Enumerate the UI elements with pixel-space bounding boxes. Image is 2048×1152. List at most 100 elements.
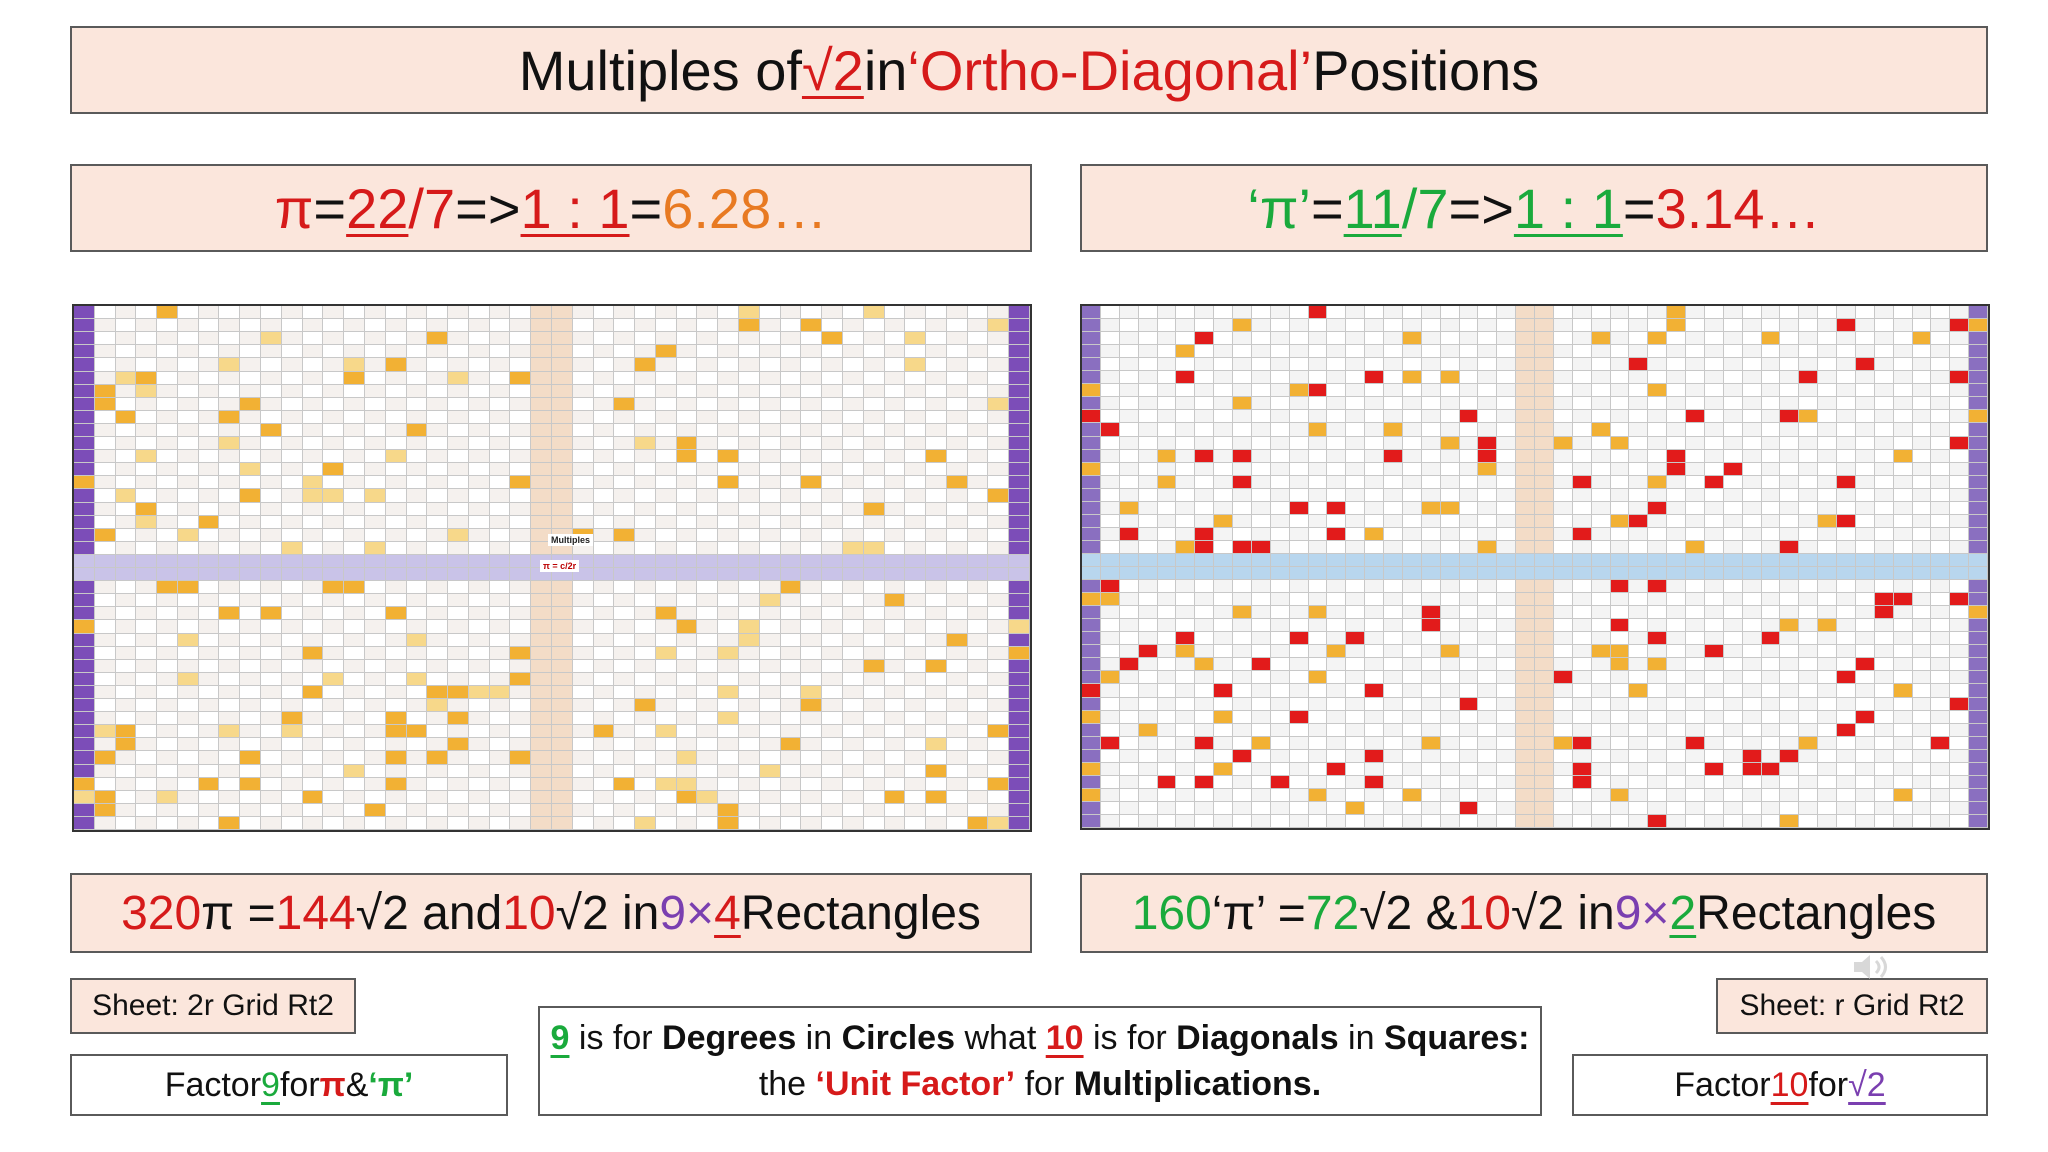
grid-cell: [593, 358, 615, 372]
grid-cell: [1478, 514, 1498, 528]
grid-cell: [364, 764, 386, 778]
grid-cell: [219, 672, 241, 686]
grid-cell: [302, 738, 324, 752]
grid-cell: [676, 607, 698, 621]
grid-cell: [842, 502, 864, 516]
grid-cell: [1969, 567, 1988, 581]
grid-cell: [1535, 593, 1554, 607]
grid-cell: [780, 738, 802, 752]
grid-cell: [1742, 684, 1762, 698]
grid-cell: [219, 463, 241, 477]
grid-cell: [822, 712, 843, 726]
grid-cell: [1704, 475, 1724, 489]
grid-cell: [1591, 567, 1611, 581]
grid-cell: [842, 594, 864, 608]
grid-cell: [1950, 710, 1970, 724]
grid-cell: [1384, 501, 1403, 515]
grid-cell: [655, 384, 677, 398]
grid-cell: [1289, 684, 1309, 698]
grid-cell: [1667, 475, 1686, 489]
grid-cell: [1440, 371, 1460, 385]
grid-cell: [261, 345, 282, 359]
grid-cell: [281, 816, 303, 830]
grid-cell: [1553, 580, 1573, 594]
grid-cell: [967, 476, 989, 490]
grid-cell: [1082, 814, 1101, 828]
grid-cell: [926, 738, 947, 752]
grid-cell: [1648, 319, 1668, 333]
grid-cell: [1874, 619, 1894, 633]
grid-cell: [842, 646, 864, 660]
grid-cell: [240, 319, 262, 333]
grid-cell: [94, 332, 116, 346]
grid-cell: [1440, 358, 1460, 372]
grid-cell: [676, 463, 698, 477]
grid-cell: [281, 463, 303, 477]
grid-cell: [1667, 423, 1686, 437]
grid-cell: [281, 515, 303, 529]
grid-cell: [884, 371, 906, 385]
grid-cell: [1931, 345, 1951, 359]
grid-cell: [448, 751, 469, 765]
grid-cell: [1516, 475, 1535, 489]
grid-cell: [1327, 658, 1347, 672]
grid-cell: [655, 554, 677, 568]
grid-cell: [531, 659, 552, 673]
grid-cell: [1233, 514, 1252, 528]
grid-cell: [905, 371, 927, 385]
grid-cell: [926, 332, 947, 346]
grid-cell: [635, 437, 656, 451]
grid-cell: [1346, 736, 1366, 750]
grid-cell: [1931, 632, 1951, 646]
grid-cell: [1082, 540, 1101, 554]
grid-cell: [302, 554, 324, 568]
grid-cell: [531, 371, 552, 385]
grid-cell: [1704, 684, 1724, 698]
grid-cell: [1572, 801, 1592, 815]
grid-cell: [1799, 475, 1819, 489]
grid-cell: [1478, 358, 1498, 372]
grid-cell: [1855, 619, 1875, 633]
grid-cell: [1327, 684, 1347, 698]
grid-cell: [967, 699, 989, 713]
grid-cell: [489, 554, 511, 568]
grid-cell: [198, 319, 220, 333]
grid-cell: [136, 581, 158, 595]
grid-cell: [115, 803, 137, 817]
grid-cell: [1308, 306, 1328, 320]
grid-cell: [1648, 423, 1668, 437]
grid-cell: [822, 594, 843, 608]
grid-cell: [967, 319, 989, 333]
grid-cell: [614, 803, 636, 817]
grid-cell: [946, 738, 968, 752]
grid-cell: [364, 358, 386, 372]
grid-cell: [1761, 527, 1781, 541]
grid-cell: [1516, 553, 1535, 567]
grid-cell: [863, 384, 885, 398]
grid-cell: [406, 476, 428, 490]
speaker-icon[interactable]: [1852, 952, 1896, 982]
grid-cell: [1440, 710, 1460, 724]
grid-cell: [1289, 527, 1309, 541]
grid-cell: [468, 777, 490, 791]
grid-cell: [1723, 749, 1743, 763]
grid-cell: [1327, 540, 1347, 554]
grid-cell: [593, 751, 615, 765]
grid-cell: [967, 777, 989, 791]
grid-cell: [1421, 697, 1441, 711]
grid-cell: [551, 384, 573, 398]
grid-cell: [1742, 514, 1762, 528]
grid-cell: [510, 672, 532, 686]
n9: 9: [659, 886, 687, 940]
grid-cell: [1931, 671, 1951, 685]
grid-cell: [1214, 814, 1233, 828]
grid-cell: [1704, 593, 1724, 607]
grid-cell: [489, 450, 511, 464]
grid-cell: [1440, 553, 1460, 567]
grid-cell: [468, 633, 490, 647]
grid-cell: [1497, 684, 1517, 698]
grid-cell: [1553, 736, 1573, 750]
grid-cell: [676, 685, 698, 699]
grid-cell: [1780, 658, 1800, 672]
grid-cell: [510, 502, 532, 516]
